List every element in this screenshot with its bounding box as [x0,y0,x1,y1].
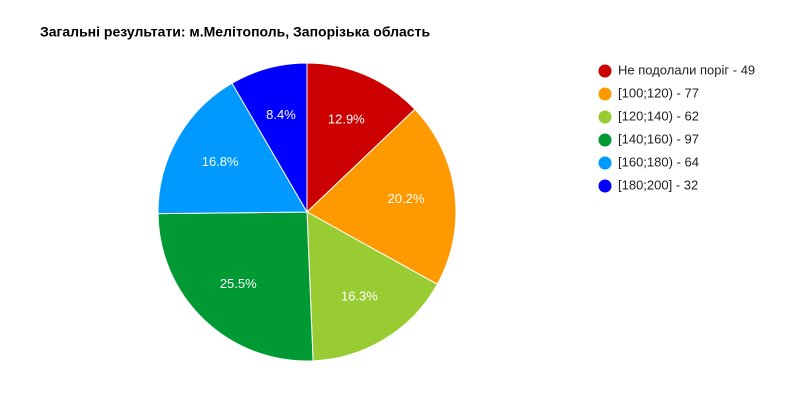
slice-label: 16.8% [202,154,239,169]
legend-label: [140;160) - 97 [618,131,699,146]
slice-label: 25.5% [220,276,257,291]
legend-marker [598,179,612,193]
legend-label: [180;200] - 32 [618,177,698,192]
legend-label: [100;120) - 77 [618,85,699,100]
slice-label: 20.2% [388,191,425,206]
slice-label: 12.9% [328,112,365,127]
slice-label: 16.3% [341,288,378,303]
pie-slice [306,211,438,362]
pie-slice [231,62,308,214]
legend-marker [598,64,612,78]
pie-slice [306,108,457,286]
legend-label: Не подолали поріг - 49 [618,62,755,77]
pie-slice [157,82,308,215]
pie-slice [306,62,416,214]
slice-label: 8.4% [266,107,296,122]
legend-marker [598,110,612,124]
legend-label: [160;180) - 64 [618,154,699,169]
legend-label: [120;140) - 62 [618,108,699,123]
legend-marker [598,133,612,147]
legend-marker [598,87,612,101]
legend-marker [598,156,612,170]
chart-title: Загальні результати: м.Мелітополь, Запор… [40,24,430,40]
pie-slice [157,211,314,362]
